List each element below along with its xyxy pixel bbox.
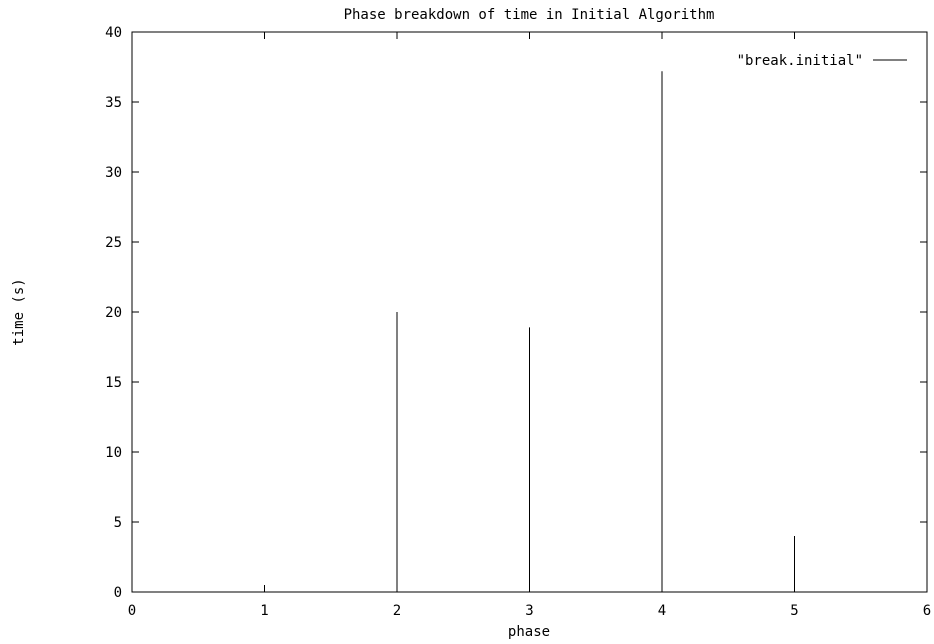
y-axis-label: time (s) (11, 278, 27, 345)
y-tick-label: 25 (105, 235, 122, 251)
y-tick-label: 20 (105, 305, 122, 321)
chart-title: Phase breakdown of time in Initial Algor… (344, 7, 715, 23)
y-tick-label: 15 (105, 375, 122, 391)
x-tick-label: 4 (658, 603, 666, 619)
x-tick-label: 6 (923, 603, 931, 619)
y-tick-label: 5 (114, 515, 122, 531)
y-tick-label: 35 (105, 95, 122, 111)
x-tick-label: 0 (128, 603, 136, 619)
data-series (396, 71, 795, 592)
x-tick-label: 1 (260, 603, 268, 619)
y-tick-label: 40 (105, 25, 122, 41)
legend-label: "break.initial" (737, 53, 863, 69)
legend: "break.initial" (737, 53, 907, 69)
x-axis-label: phase (508, 624, 550, 640)
x-tick-label: 3 (525, 603, 533, 619)
x-tick-label: 5 (790, 603, 798, 619)
y-tick-label: 30 (105, 165, 122, 181)
y-tick-label: 10 (105, 445, 122, 461)
x-tick-label: 2 (393, 603, 401, 619)
y-tick-label: 0 (114, 585, 122, 601)
y-axis: 0 5 10 15 20 25 30 35 40 (105, 25, 927, 601)
